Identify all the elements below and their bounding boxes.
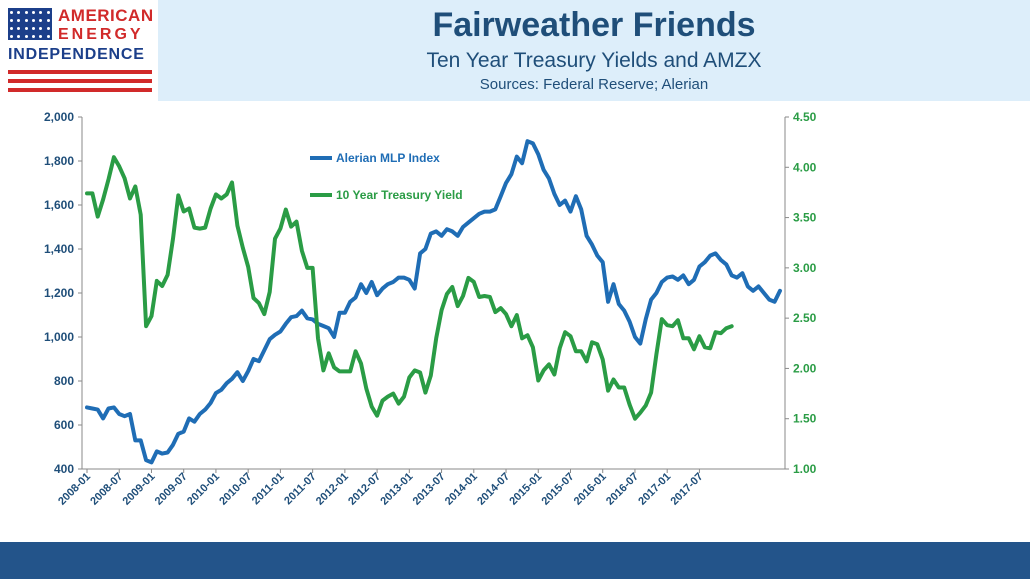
- x-tick-label: 2015-01: [507, 471, 544, 508]
- y-left-tick-label: 1,800: [44, 154, 74, 168]
- x-tick-label: 2012-01: [314, 471, 351, 508]
- y-right-tick-label: 4.00: [793, 160, 817, 174]
- y-left-tick-label: 1,000: [44, 330, 74, 344]
- x-tick-label: 2016-07: [604, 471, 641, 508]
- x-tick-label: 2008-01: [56, 471, 93, 508]
- chart-series: [85, 139, 782, 465]
- x-tick-label: 2012-07: [346, 471, 383, 508]
- x-tick-label: 2011-07: [282, 471, 319, 508]
- x-tick-label: 2011-01: [250, 471, 287, 508]
- chart-legend: Alerian MLP Index 10 Year Treasury Yield: [310, 151, 463, 202]
- y-left-tick-label: 800: [54, 374, 74, 388]
- page-subtitle: Ten Year Treasury Yields and AMZX: [426, 49, 762, 72]
- y-right-tick-label: 2.50: [793, 311, 817, 325]
- logo-stripe: [8, 88, 152, 92]
- source-note: Sources: Federal Reserve; Alerian: [479, 76, 709, 93]
- x-tick-label: 2008-07: [88, 471, 125, 508]
- y-right-tick-label: 3.50: [793, 211, 817, 225]
- x-tick-label: 2013-07: [411, 471, 448, 508]
- y-left-tick-label: 600: [54, 418, 74, 432]
- series-line-mlp: [85, 139, 782, 465]
- series-line-treasury: [85, 155, 734, 421]
- logo-stripe: [8, 70, 152, 74]
- y-right-tick-label: 2.00: [793, 361, 817, 375]
- header-band: [158, 0, 1030, 101]
- y-right-tick-label: 3.00: [793, 261, 817, 275]
- y-right-tick-label: 1.50: [793, 412, 817, 426]
- x-tick-label: 2013-01: [378, 471, 415, 508]
- y-right-tick-label: 1.00: [793, 462, 817, 476]
- logo-line-3: INDEPENDENCE: [8, 46, 145, 63]
- legend-label-treasury: 10 Year Treasury Yield: [336, 188, 463, 202]
- y-left-tick-label: 1,200: [44, 286, 74, 300]
- footer-band: [0, 542, 1030, 579]
- logo-stripe: [8, 79, 152, 83]
- logo-line-1: AMERICAN: [58, 6, 154, 25]
- x-tick-label: 2017-07: [669, 471, 706, 508]
- x-tick-label: 2014-07: [475, 471, 512, 508]
- y-left-tick-label: 1,600: [44, 198, 74, 212]
- us-flag-icon: [8, 8, 52, 40]
- y-left-tick-label: 400: [54, 462, 74, 476]
- logo-line-2: ENERGY: [58, 26, 144, 43]
- chart-axes: 400 600 800 1,000 1,200 1,400 1,600 1,800 2,000 1…: [44, 110, 817, 508]
- x-tick-label: 2016-01: [572, 471, 609, 508]
- x-tick-label: 2010-01: [185, 471, 222, 508]
- x-tick-label: 2009-07: [153, 471, 190, 508]
- logo: AMERICAN ENERGY INDEPENDENCE: [0, 0, 158, 101]
- legend-label-mlp: Alerian MLP Index: [336, 151, 440, 165]
- line-chart: 400 600 800 1,000 1,200 1,400 1,600 1,800 2,000 1…: [44, 110, 817, 508]
- x-tick-label: 2017-01: [636, 471, 673, 508]
- x-tick-label: 2015-07: [540, 471, 577, 508]
- x-tick-label: 2010-07: [217, 471, 254, 508]
- x-tick-label: 2009-01: [121, 471, 158, 508]
- x-tick-label: 2014-01: [443, 471, 480, 508]
- y-left-tick-label: 2,000: [44, 110, 74, 124]
- y-left-tick-label: 1,400: [44, 242, 74, 256]
- page-title: Fairweather Friends: [432, 6, 756, 44]
- y-right-tick-label: 4.50: [793, 110, 817, 124]
